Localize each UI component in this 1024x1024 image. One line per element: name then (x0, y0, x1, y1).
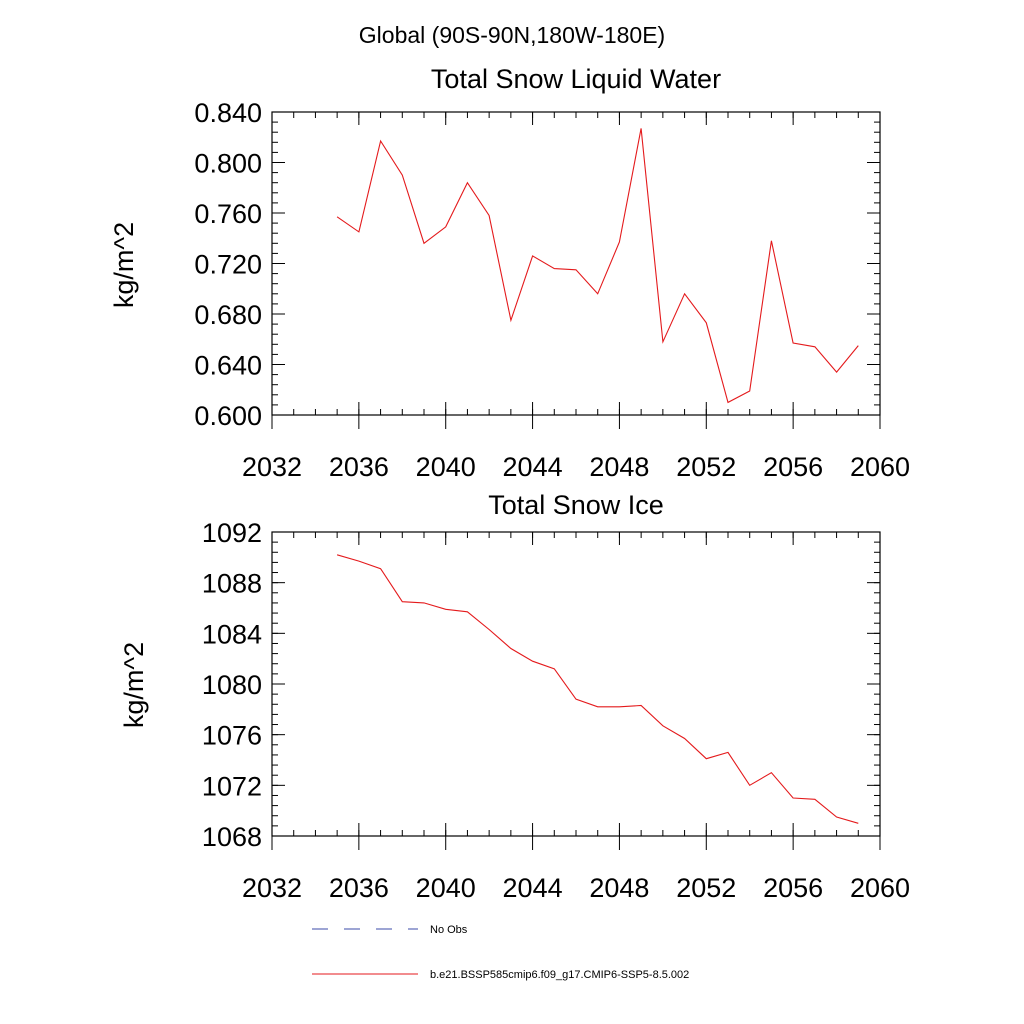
x-tick-label: 2056 (763, 873, 823, 903)
y-tick-label: 1072 (202, 771, 262, 801)
chart-title-top: Total Snow Liquid Water (431, 64, 721, 94)
y-tick-label: 1092 (202, 518, 262, 548)
series-line-bottom (336, 554, 859, 824)
y-axis-label-bottom: kg/m^2 (119, 642, 149, 728)
legend-label-0: No Obs (430, 924, 468, 936)
x-tick-label: 2060 (850, 452, 910, 482)
x-tick-label: 2060 (850, 873, 910, 903)
y-tick-label: 0.760 (194, 199, 262, 229)
y-tick-label: 0.640 (194, 351, 262, 381)
chart-panel-top: Total Snow Liquid Water kg/m^2 0.600 0.64… (109, 64, 910, 482)
page-title: Global (90S-90N,180W-180E) (359, 22, 665, 48)
y-tick-label: 1080 (202, 670, 262, 700)
x-tick-label: 2052 (676, 873, 736, 903)
x-tick-label: 2040 (416, 452, 476, 482)
x-tick-label: 2056 (763, 452, 823, 482)
x-tick-label: 2052 (676, 452, 736, 482)
x-tick-label: 2032 (242, 873, 302, 903)
y-axis-label-top: kg/m^2 (109, 222, 139, 308)
x-tick-label: 2040 (416, 873, 476, 903)
x-tick-label: 2036 (329, 452, 389, 482)
plot-frame-top (271, 111, 881, 416)
y-tick-label: 1076 (202, 721, 262, 751)
y-tick-label: 1088 (202, 569, 262, 599)
chart-title-bottom: Total Snow Ice (488, 490, 664, 520)
y-tick-label: 0.600 (194, 401, 262, 431)
x-tick-label: 2036 (329, 873, 389, 903)
x-tick-label: 2032 (242, 452, 302, 482)
y-tick-label: 1084 (202, 619, 262, 649)
chart-panel-bottom: Total Snow Ice kg/m^2 1068 1072 1076 1080 10… (119, 490, 910, 903)
x-tick-label: 2044 (503, 873, 563, 903)
x-tick-label: 2048 (589, 873, 649, 903)
x-tick-label: 2044 (503, 452, 563, 482)
y-tick-label: 0.840 (194, 98, 262, 128)
y-tick-label: 0.680 (194, 300, 262, 330)
series-line-top (336, 128, 859, 404)
y-tick-label: 1068 (202, 822, 262, 852)
legend-label-1: b.e21.BSSP585cmip6.f09_g17.CMIP6-SSP5-8.… (430, 969, 689, 981)
legend: No Obs b.e21.BSSP585cmip6.f09_g17.CMIP6-S… (312, 924, 689, 981)
x-tick-label: 2048 (589, 452, 649, 482)
y-tick-label: 0.800 (194, 149, 262, 179)
y-tick-label: 0.720 (194, 250, 262, 280)
plot-frame-bottom (271, 531, 881, 837)
